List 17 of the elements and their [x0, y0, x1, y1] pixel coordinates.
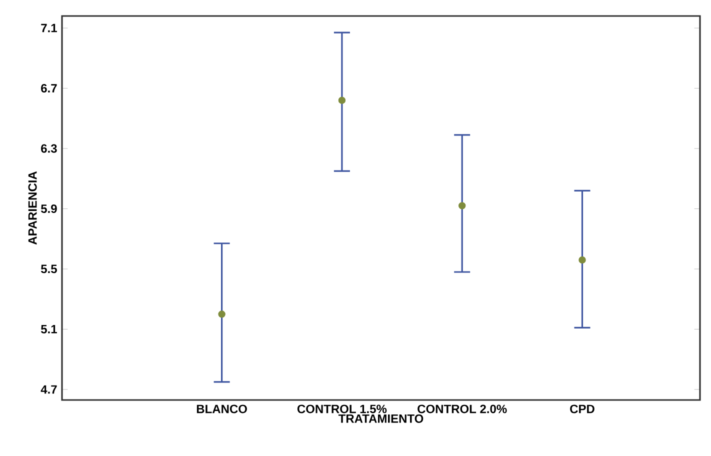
y-tick-label: 5.5	[40, 264, 57, 274]
point	[338, 96, 346, 104]
x-tick-label: CONTROL 2.0%	[418, 404, 507, 414]
y-tick-label: 4.7	[40, 385, 57, 394]
x-axis-title: TRATAMIENTO	[338, 414, 424, 423]
x-tick-label: CPD	[570, 404, 594, 414]
point	[458, 202, 466, 210]
y-axis-title: APARIENCIA	[28, 171, 37, 245]
x-tick-label: BLANCO	[196, 404, 247, 414]
point	[578, 256, 586, 264]
y-tick-label: 6.3	[41, 144, 57, 153]
y-tick-label: 5.1	[40, 325, 57, 334]
y-tick-label: 7.1	[41, 24, 57, 32]
point	[218, 310, 226, 318]
y-tick-label: 6.7	[41, 84, 57, 93]
x-tick-label: CONTROL 1.5%	[297, 404, 387, 414]
y-tick-label: 5.9	[40, 204, 57, 213]
